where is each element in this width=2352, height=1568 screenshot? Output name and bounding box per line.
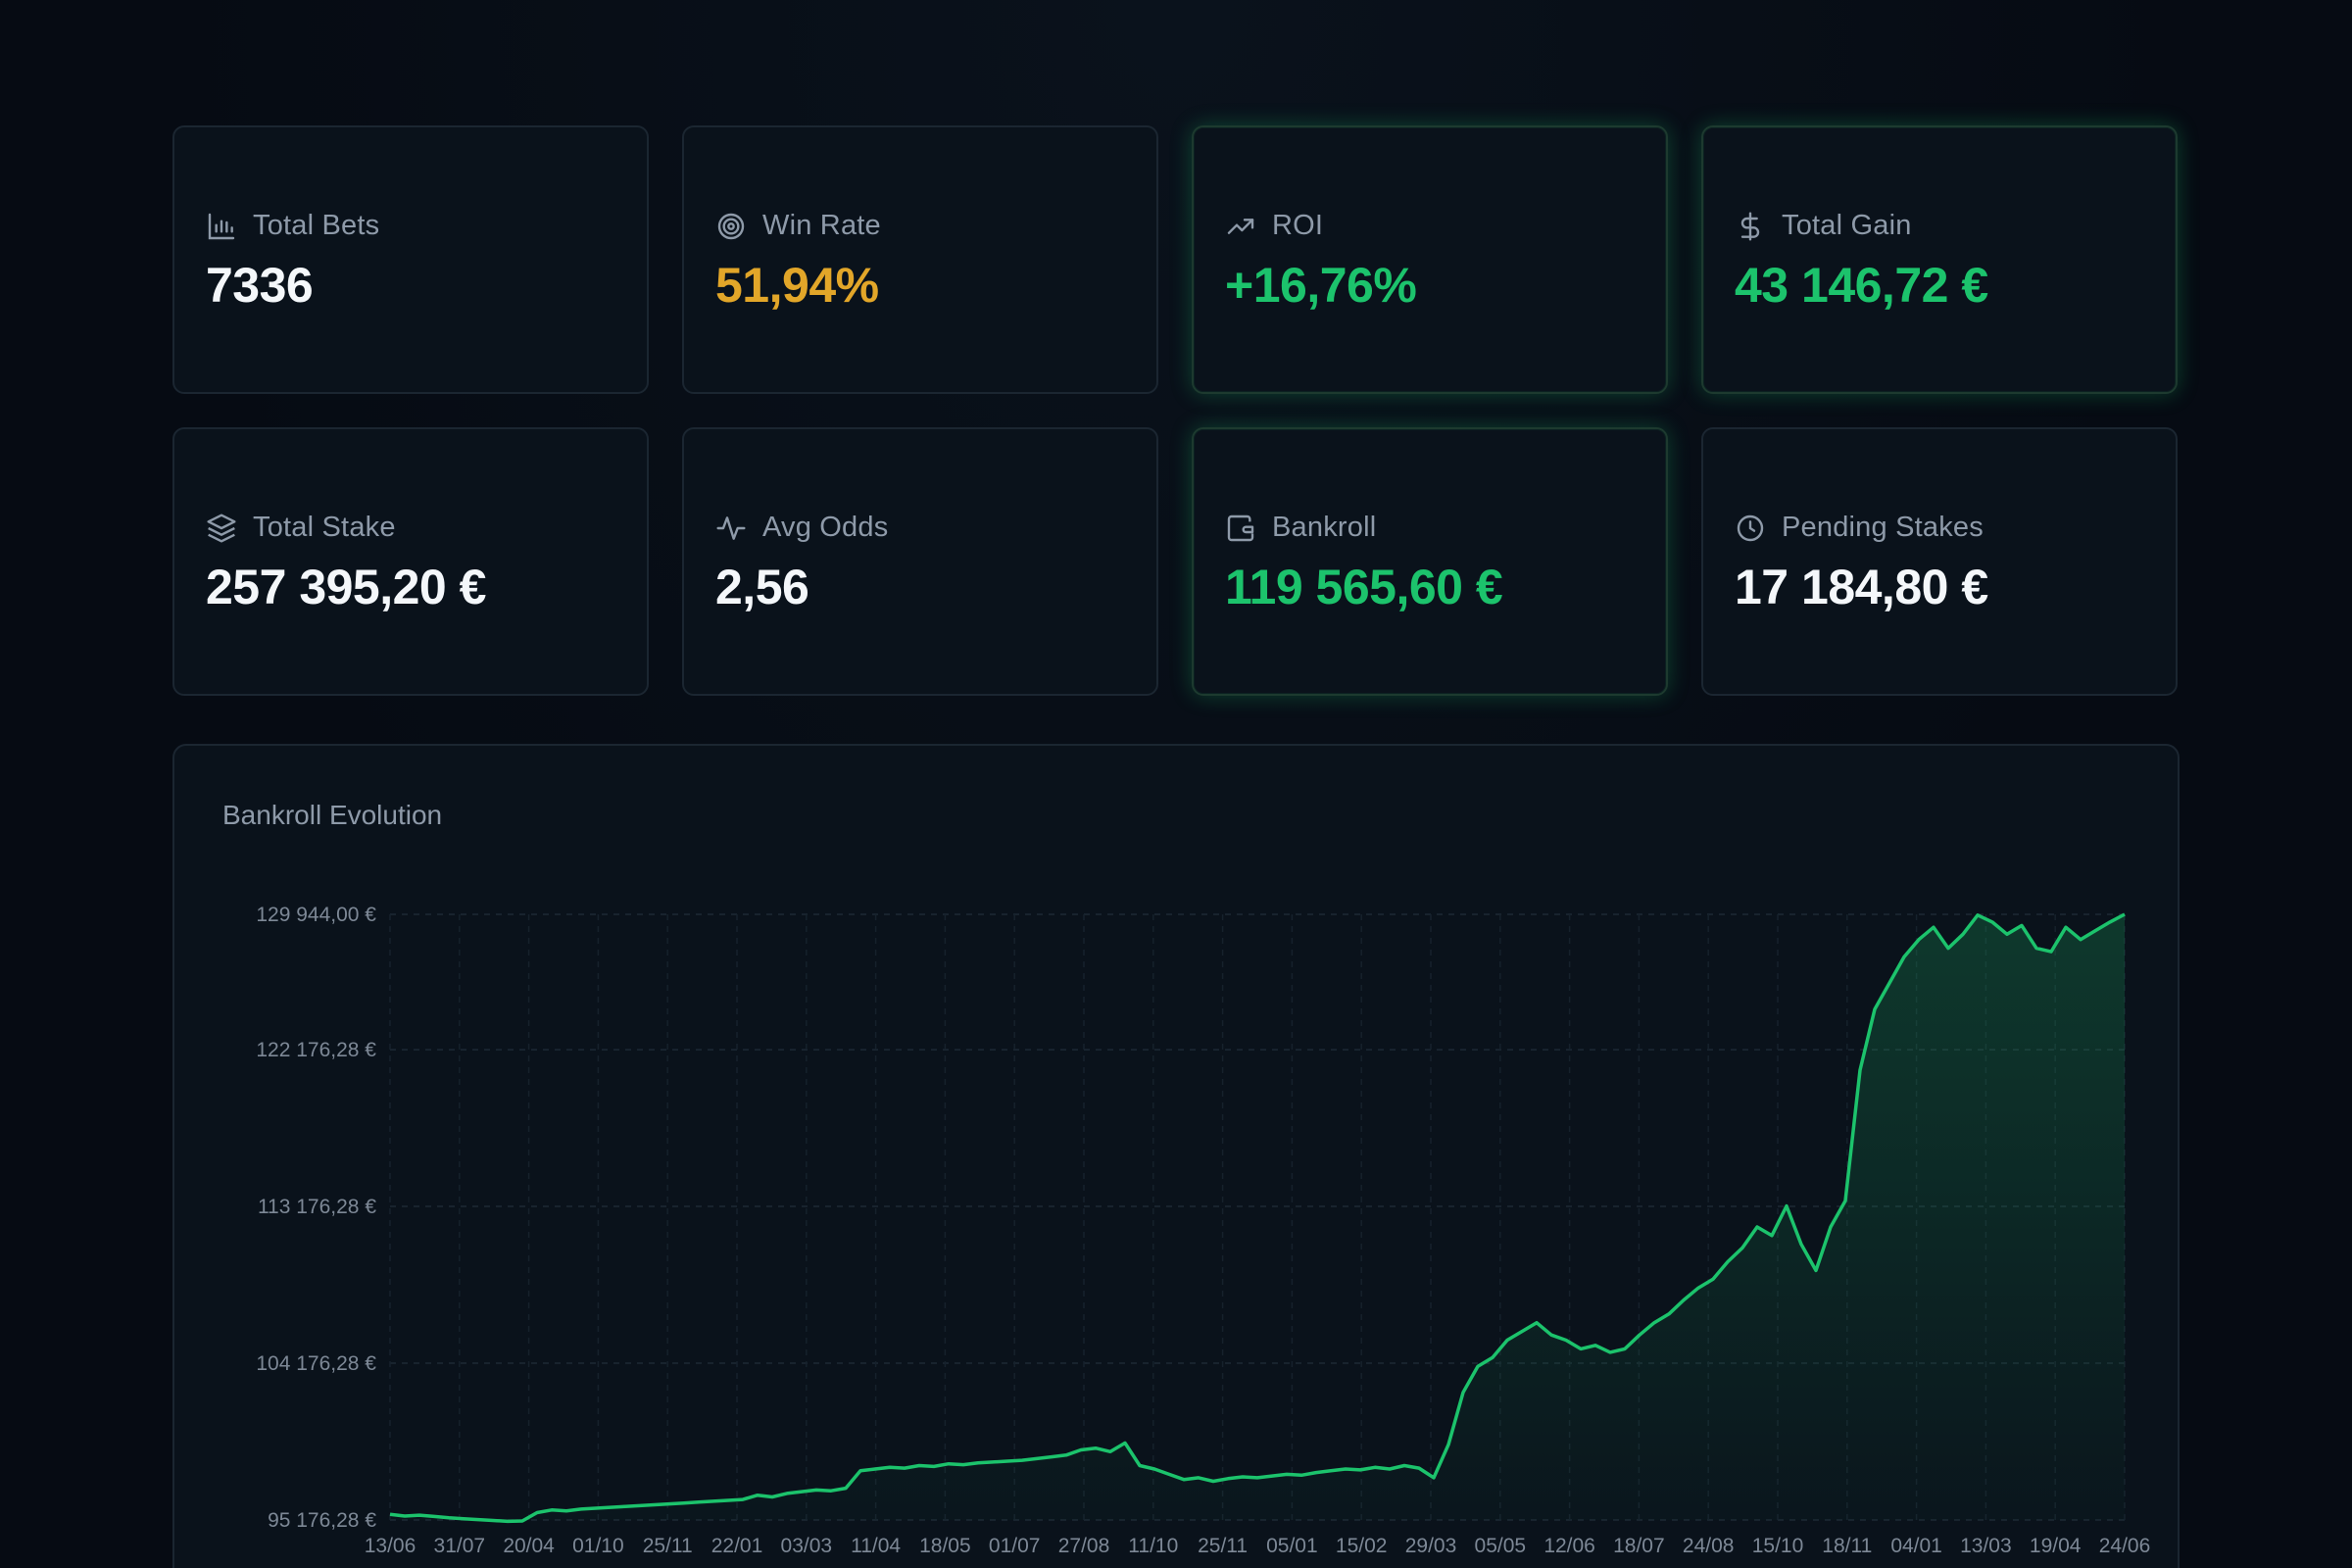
- stat-label: Win Rate: [762, 210, 881, 241]
- x-tick-label: 04/01: [1890, 1535, 1942, 1557]
- stat-card-header: Total Gain: [1735, 210, 1912, 242]
- x-tick-label: 13/06: [365, 1535, 416, 1557]
- wallet-icon: [1225, 513, 1256, 544]
- bar-chart-icon: [206, 211, 237, 242]
- bankroll-chart: 129 944,00 € 122 176,28 € 113 176,28 € 104 …: [256, 904, 2151, 1557]
- stat-value: 7336: [206, 258, 314, 313]
- stat-card-win-rate: Win Rate 51,94%: [682, 125, 1158, 394]
- x-tick-label: 15/10: [1752, 1535, 1804, 1557]
- x-tick-label: 29/03: [1405, 1535, 1457, 1557]
- x-tick-label: 18/11: [1822, 1535, 1872, 1557]
- layers-icon: [206, 513, 237, 544]
- stat-card-total-stake: Total Stake 257 395,20 €: [172, 427, 649, 696]
- stat-value: 43 146,72 €: [1735, 258, 1988, 313]
- activity-icon: [715, 513, 747, 544]
- dollar-icon: [1735, 211, 1766, 242]
- clock-icon: [1735, 513, 1766, 544]
- x-tick-label: 20/04: [503, 1535, 555, 1557]
- stat-card-header: ROI: [1225, 210, 1323, 242]
- bankroll-area: [390, 914, 2125, 1522]
- stat-card-header: Avg Odds: [715, 512, 888, 544]
- stat-value: 2,56: [715, 560, 809, 614]
- stat-label: Total Gain: [1782, 210, 1912, 241]
- stat-label: ROI: [1272, 210, 1324, 241]
- x-tick-label: 05/05: [1475, 1535, 1527, 1557]
- bankroll-chart-card: Bankroll Evolution 129 944,00 € 122 176,2…: [172, 744, 2180, 1568]
- stat-label: Bankroll: [1272, 512, 1377, 543]
- x-tick-label: 25/11: [1198, 1535, 1248, 1557]
- stat-value: 51,94%: [715, 258, 879, 313]
- stat-label: Avg Odds: [762, 512, 889, 543]
- stat-label: Pending Stakes: [1782, 512, 1984, 543]
- x-tick-label: 13/03: [1960, 1535, 2012, 1557]
- x-tick-label: 18/05: [919, 1535, 971, 1557]
- x-tick-label: 25/11: [643, 1535, 693, 1557]
- stat-card-header: Bankroll: [1225, 512, 1376, 544]
- x-tick-label: 27/08: [1058, 1535, 1110, 1557]
- y-tick-label: 129 944,00 €: [256, 904, 376, 926]
- y-tick-label: 122 176,28 €: [256, 1039, 376, 1061]
- x-tick-label: 18/07: [1613, 1535, 1665, 1557]
- x-tick-label: 31/07: [434, 1535, 486, 1557]
- stat-value: +16,76%: [1225, 258, 1417, 313]
- stat-card-avg-odds: Avg Odds 2,56: [682, 427, 1158, 696]
- trending-up-icon: [1225, 211, 1256, 242]
- y-tick-label: 95 176,28 €: [268, 1509, 376, 1532]
- stat-value: 17 184,80 €: [1735, 560, 1988, 614]
- stat-value: 257 395,20 €: [206, 560, 486, 614]
- stat-card-header: Win Rate: [715, 210, 881, 242]
- stat-card-total-gain: Total Gain 43 146,72 €: [1701, 125, 2178, 394]
- x-tick-label: 05/01: [1266, 1535, 1318, 1557]
- x-tick-label: 24/08: [1683, 1535, 1735, 1557]
- stat-card-roi: ROI +16,76%: [1192, 125, 1668, 394]
- x-tick-label: 22/01: [711, 1535, 763, 1557]
- x-tick-label: 11/04: [851, 1535, 901, 1557]
- x-tick-label: 12/06: [1544, 1535, 1595, 1557]
- stat-label: Total Stake: [253, 512, 396, 543]
- bankroll-line: [389, 912, 2126, 1524]
- stat-card-pending-stakes: Pending Stakes 17 184,80 €: [1701, 427, 2178, 696]
- x-tick-label: 24/06: [2099, 1535, 2151, 1557]
- x-tick-label: 01/10: [572, 1535, 624, 1557]
- stat-card-header: Pending Stakes: [1735, 512, 1984, 544]
- x-tick-label: 11/10: [1128, 1535, 1178, 1557]
- x-tick-label: 01/07: [989, 1535, 1041, 1557]
- stat-card-total-bets: Total Bets 7336: [172, 125, 649, 394]
- stat-card-header: Total Bets: [206, 210, 379, 242]
- y-tick-label: 104 176,28 €: [256, 1352, 376, 1375]
- y-tick-label: 113 176,28 €: [258, 1196, 376, 1218]
- stats-grid: Total Bets 7336 Win Rate 51,94% ROI +16,76% To…: [172, 125, 2178, 696]
- x-tick-label: 03/03: [781, 1535, 833, 1557]
- stat-card-bankroll: Bankroll 119 565,60 €: [1192, 427, 1668, 696]
- stat-value: 119 565,60 €: [1225, 560, 1503, 614]
- x-tick-label: 19/04: [2030, 1535, 2082, 1557]
- x-tick-label: 15/02: [1336, 1535, 1388, 1557]
- stat-label: Total Bets: [253, 210, 380, 241]
- target-icon: [715, 211, 747, 242]
- chart-title: Bankroll Evolution: [222, 800, 443, 830]
- stat-card-header: Total Stake: [206, 512, 396, 544]
